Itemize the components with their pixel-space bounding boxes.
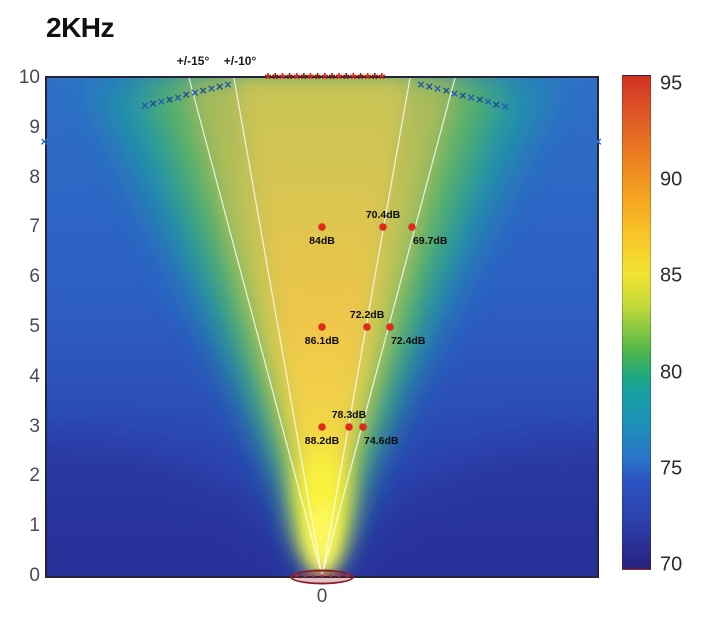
corner-vignette-left: [47, 436, 277, 576]
heatmap-plot-area: [47, 78, 597, 576]
y-tick-label: 9: [29, 116, 40, 138]
y-tick-label: 8: [29, 166, 40, 188]
y-tick-label: 3: [29, 415, 40, 437]
y-tick-label: 0: [29, 565, 40, 586]
divergence-line-left-10deg: [233, 78, 323, 576]
colorbar-tick-label: 85: [660, 264, 683, 287]
angle-label-10deg: +/-10°: [223, 54, 257, 68]
divergence-line-left-15deg: [188, 78, 323, 576]
colorbar-tick-label: 95: [660, 72, 683, 95]
colorbar-tick-label: 90: [660, 168, 683, 191]
angle-label-15deg: +/-15°: [176, 54, 210, 68]
y-tick-label: 2: [29, 465, 40, 487]
chart-title: 2KHz: [46, 12, 115, 43]
y-tick-label: 5: [29, 316, 40, 337]
y-tick-label: 7: [29, 216, 40, 238]
y-tick-label: 10: [18, 67, 40, 88]
y-tick-label: 6: [29, 266, 40, 288]
beam-hotspot-core: [308, 504, 336, 576]
colorbar-tick-label: 70: [660, 553, 683, 576]
y-tick-label: 4: [29, 365, 40, 387]
corner-vignette-right: [367, 436, 597, 576]
colorbar: [622, 75, 651, 570]
x-tick-label: 0: [316, 586, 328, 607]
heatmap-canvas: [47, 78, 597, 576]
colorbar-tick-label: 80: [660, 361, 683, 384]
y-tick-label: 1: [29, 515, 40, 537]
colorbar-tick-label: 75: [660, 457, 683, 480]
